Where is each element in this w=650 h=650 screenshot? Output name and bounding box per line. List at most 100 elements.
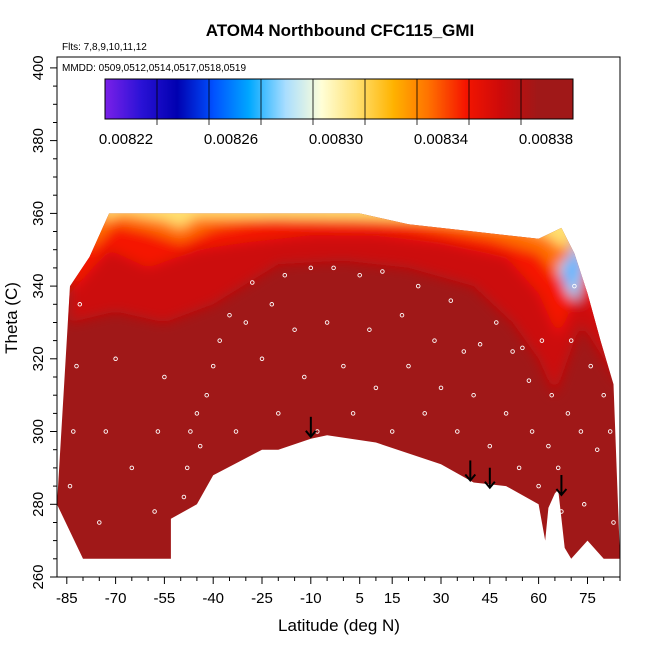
plot-frame — [56, 56, 621, 578]
down-arrow — [464, 460, 477, 483]
sample-point — [575, 229, 580, 234]
sample-point — [572, 283, 577, 289]
sample-point — [250, 280, 255, 285]
colorbar-segment — [501, 79, 538, 119]
sample-point — [74, 363, 79, 369]
x-tick-label: -85 — [56, 590, 78, 607]
colorbar-segment — [285, 79, 322, 119]
sample-point — [350, 411, 356, 416]
sample-point — [194, 411, 200, 416]
colorbar-segment — [141, 79, 178, 119]
sample-point — [292, 327, 297, 332]
y-axis: 260 280 300 320 340 360 380 400 — [30, 55, 57, 590]
x-tick-label: 15 — [384, 590, 401, 607]
sample-point — [415, 283, 421, 289]
sample-point — [129, 465, 135, 471]
sample-points — [64, 229, 616, 551]
sample-point — [77, 302, 83, 307]
sample-point — [503, 411, 509, 416]
sample-point — [607, 429, 613, 434]
sample-point — [367, 327, 372, 332]
sample-point — [259, 356, 265, 362]
colorbar-tick-label: 0.00838 — [519, 131, 573, 148]
sample-point — [210, 363, 216, 369]
sample-point — [611, 520, 616, 525]
sample-point — [67, 483, 73, 489]
colorbar-segment — [393, 79, 430, 119]
x-tick-label: -10 — [300, 590, 322, 607]
sample-point — [227, 312, 232, 318]
colorbar-segment — [177, 79, 214, 119]
sample-point — [588, 363, 593, 369]
sample-point — [568, 338, 574, 343]
colorbar-segment — [537, 79, 574, 119]
colorbar-tick-label: 0.00834 — [414, 131, 468, 148]
sample-point — [559, 509, 564, 514]
colorbar-segment — [321, 79, 358, 119]
sample-point — [71, 429, 76, 434]
sample-point — [380, 269, 385, 274]
sample-point — [601, 392, 606, 398]
x-tick-label: -25 — [251, 590, 273, 607]
chart-title: ATOM4 Northbound CFC115_GMI — [206, 21, 475, 40]
y-tick-label: 260 — [30, 564, 47, 589]
colorbar-segment — [429, 79, 466, 119]
colorbar-segment — [213, 79, 250, 119]
sample-point — [510, 349, 515, 354]
sample-point — [373, 385, 379, 391]
sample-point — [581, 502, 587, 507]
x-tick-label: 45 — [481, 590, 498, 607]
sample-point — [555, 465, 561, 471]
sample-point — [487, 443, 493, 449]
sample-point — [152, 509, 157, 514]
sample-point — [269, 302, 275, 307]
arrows — [305, 416, 568, 497]
y-tick-label: 380 — [30, 128, 47, 153]
x-tick-label: 75 — [579, 590, 596, 607]
colorbar-tick-label: 0.00826 — [204, 131, 258, 148]
sample-point — [233, 429, 239, 434]
y-tick-label: 300 — [30, 419, 47, 444]
sample-point — [594, 447, 600, 452]
sample-point — [539, 338, 545, 343]
flights-annotation: Flts: 7,8,9,10,11,12 — [62, 42, 147, 53]
sample-point — [455, 429, 460, 434]
y-tick-label: 360 — [30, 201, 47, 226]
sample-point — [526, 378, 532, 383]
sample-point — [432, 338, 437, 343]
down-arrow — [305, 416, 317, 439]
sample-point — [461, 349, 467, 354]
sample-point — [302, 374, 307, 380]
sample-point — [578, 429, 584, 434]
down-arrow — [484, 467, 496, 490]
dates-annotation: MMDD: 0509,0512,0514,0517,0518,0519 — [62, 63, 246, 74]
x-tick-label: 5 — [356, 590, 364, 607]
colorbar-segment — [465, 79, 502, 119]
sample-point — [184, 465, 190, 471]
x-tick-label: 60 — [530, 590, 547, 607]
sample-point — [520, 345, 525, 351]
sample-point — [217, 338, 222, 343]
down-arrow — [555, 475, 568, 497]
sample-point — [516, 465, 522, 471]
sample-point — [282, 272, 288, 278]
sample-point — [181, 494, 187, 500]
sample-point — [243, 320, 249, 325]
y-tick-label: 280 — [30, 492, 47, 517]
sample-point — [471, 392, 476, 398]
sample-point — [204, 392, 209, 398]
sample-point — [331, 265, 336, 271]
sample-point — [494, 320, 499, 325]
sample-point — [438, 385, 444, 391]
sample-point — [389, 429, 395, 434]
sample-point — [477, 342, 483, 347]
sample-point — [399, 312, 405, 318]
sample-point — [162, 374, 167, 380]
colorbar-segment — [105, 79, 142, 119]
sample-point — [536, 483, 541, 489]
sample-point — [406, 363, 411, 369]
colorbar-segment — [249, 79, 286, 119]
y-tick-label: 340 — [30, 274, 47, 299]
x-tick-label: 30 — [433, 590, 450, 607]
